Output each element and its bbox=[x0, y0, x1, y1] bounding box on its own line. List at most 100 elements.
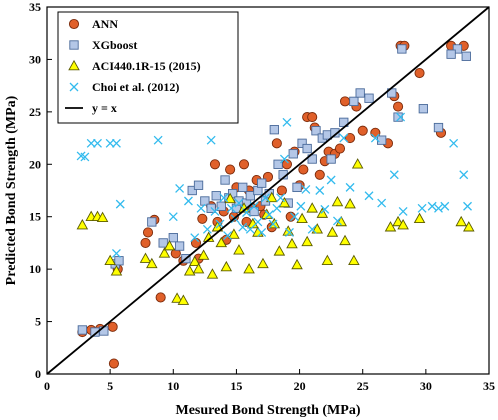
data-point bbox=[215, 236, 228, 248]
data-point bbox=[140, 237, 151, 248]
data-point bbox=[193, 180, 204, 190]
data-point bbox=[298, 164, 309, 175]
legend-label: Choi et al. (2012) bbox=[92, 80, 179, 94]
data-point bbox=[311, 126, 321, 136]
data-point bbox=[452, 44, 463, 54]
data-point bbox=[348, 254, 360, 266]
data-point bbox=[226, 203, 236, 213]
data-point bbox=[335, 215, 348, 227]
y-tick-label: 35 bbox=[29, 0, 41, 14]
data-point bbox=[393, 112, 403, 122]
data-point bbox=[111, 248, 121, 258]
data-point bbox=[297, 138, 307, 148]
data-point bbox=[455, 215, 467, 227]
data-point bbox=[110, 265, 123, 276]
x-axis-title: Mesured Bond Strength (MPa) bbox=[176, 403, 361, 418]
data-point bbox=[269, 125, 279, 135]
data-point bbox=[99, 326, 109, 336]
data-point bbox=[273, 245, 286, 256]
data-point bbox=[77, 325, 88, 335]
data-point bbox=[273, 159, 283, 169]
data-point bbox=[224, 192, 236, 204]
data-point bbox=[245, 224, 255, 234]
data-point bbox=[296, 212, 308, 224]
data-point bbox=[175, 183, 185, 193]
data-point bbox=[279, 154, 289, 164]
x-tick-label: 10 bbox=[167, 379, 179, 393]
data-point bbox=[220, 175, 230, 185]
data-point bbox=[216, 201, 226, 211]
y-tick-label: 15 bbox=[29, 210, 41, 224]
data-point bbox=[247, 217, 259, 229]
data-point bbox=[245, 191, 255, 201]
data-point bbox=[80, 152, 90, 162]
data-point bbox=[314, 169, 325, 180]
data-point bbox=[266, 191, 278, 203]
data-point bbox=[446, 49, 456, 59]
y-tick-label: 5 bbox=[35, 315, 41, 329]
data-point bbox=[168, 212, 178, 222]
data-point bbox=[357, 125, 368, 136]
data-point bbox=[433, 122, 444, 133]
data-point bbox=[220, 260, 233, 272]
data-point bbox=[364, 191, 374, 201]
y-tick-label: 10 bbox=[29, 262, 41, 276]
data-point bbox=[461, 51, 471, 61]
data-point bbox=[296, 201, 306, 211]
data-point bbox=[321, 254, 334, 266]
data-point bbox=[234, 198, 244, 208]
data-point bbox=[306, 202, 318, 213]
data-point bbox=[463, 201, 472, 211]
data-point bbox=[392, 215, 404, 227]
data-point bbox=[301, 235, 313, 247]
data-point bbox=[434, 203, 443, 213]
data-point bbox=[331, 195, 344, 207]
legend-label: XGboost bbox=[92, 38, 137, 52]
legend-marker bbox=[69, 40, 79, 50]
x-axis-ticks: 0 5 10 15 20 25 30 35 bbox=[44, 369, 495, 393]
data-point bbox=[147, 217, 157, 227]
data-point bbox=[396, 112, 406, 122]
data-point bbox=[146, 257, 158, 269]
data-point bbox=[183, 196, 193, 206]
data-point bbox=[414, 68, 425, 79]
data-point bbox=[188, 255, 201, 267]
data-point bbox=[163, 239, 176, 251]
data-point bbox=[397, 44, 407, 54]
data-point bbox=[183, 265, 196, 276]
data-point bbox=[209, 159, 221, 170]
data-point bbox=[233, 244, 245, 255]
data-point bbox=[190, 233, 200, 243]
data-point bbox=[223, 231, 233, 241]
x-tick-label: 15 bbox=[230, 379, 242, 393]
data-point bbox=[344, 198, 356, 209]
data-point bbox=[330, 128, 340, 138]
data-point bbox=[355, 88, 365, 98]
data-point bbox=[111, 138, 121, 148]
data-point bbox=[377, 198, 387, 208]
data-point bbox=[326, 175, 336, 185]
legend-box bbox=[57, 11, 239, 124]
data-point bbox=[257, 227, 267, 237]
data-point bbox=[282, 117, 292, 127]
data-point bbox=[206, 135, 216, 145]
data-point bbox=[210, 207, 220, 216]
data-point bbox=[225, 164, 236, 175]
data-point bbox=[228, 228, 240, 239]
data-point bbox=[285, 227, 294, 237]
data-point bbox=[326, 226, 339, 237]
data-point bbox=[315, 186, 325, 195]
data-point bbox=[268, 219, 278, 229]
data-point bbox=[301, 184, 311, 194]
y-tick-label: 0 bbox=[35, 367, 41, 381]
data-point bbox=[326, 154, 336, 164]
data-point bbox=[311, 223, 324, 234]
data-point bbox=[334, 143, 346, 154]
x-tick-label: 25 bbox=[357, 379, 369, 393]
data-point bbox=[290, 212, 299, 222]
data-point bbox=[142, 227, 154, 238]
data-point bbox=[238, 182, 248, 193]
y-tick-label: 25 bbox=[29, 105, 41, 119]
data-point bbox=[291, 258, 303, 270]
